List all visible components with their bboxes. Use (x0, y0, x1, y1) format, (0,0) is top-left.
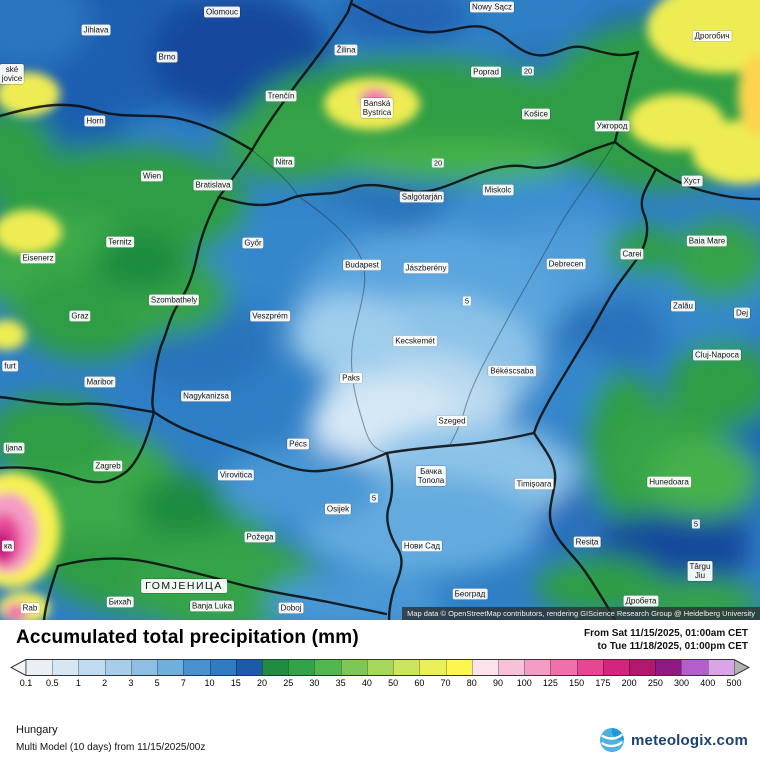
scale-cell (629, 660, 656, 675)
scale-cell (104, 660, 131, 675)
legend-title: Accumulated total precipitation (mm) (16, 627, 359, 648)
scale-cell (209, 660, 236, 675)
scale-tick-label: 60 (414, 678, 425, 688)
scale-tick-label: 35 (335, 678, 346, 688)
scale-cell (366, 660, 394, 675)
scale-cell (471, 660, 498, 675)
scale-cell (78, 660, 105, 675)
scale-ticks: 0.1 0.5 1 2 3 5 7 10 15 20 25 30 35 40 50 60 70 80 90 100 12… (20, 678, 742, 690)
scale-tick-label: 20 (256, 678, 268, 688)
scale-arrow-low (10, 659, 26, 676)
scale-tick-label: 150 (569, 678, 585, 688)
precipitation-map: ské jovice Jihlava Olomouc Nowy Sącz Дрогоби… (0, 0, 760, 620)
scale-tick-label: 40 (361, 678, 372, 688)
scale-cell (52, 660, 79, 675)
forecast-period: From Sat 11/15/2025, 01:00am CET to Tue … (584, 627, 750, 653)
map-attribution: Map data © OpenStreetMap contributors, r… (402, 607, 760, 620)
scale-cell (314, 660, 341, 675)
scale-cell (261, 660, 289, 675)
scale-cell (497, 660, 525, 675)
scale-tick-label: 10 (204, 678, 215, 688)
model-info: Multi Model (10 days) from 11/15/2025/00… (16, 742, 206, 753)
scale-arrow-high (734, 659, 750, 676)
scale-tick-label: 15 (230, 678, 241, 688)
legend-panel: Accumulated total precipitation (mm) Fro… (0, 620, 760, 760)
logo-text: meteologix.com (631, 731, 748, 749)
scale-cell (576, 660, 603, 675)
scale-tick-label: 80 (466, 678, 477, 688)
meteologix-logo-icon (600, 728, 624, 752)
scale-tick-label: 5 (154, 678, 160, 688)
scale-cell (550, 660, 577, 675)
period-from: From Sat 11/15/2025, 01:00am CET (584, 628, 748, 639)
scale-tick-label: 50 (388, 678, 399, 688)
scale-tick-label: 1 (75, 678, 81, 688)
scale-cell (183, 660, 210, 675)
scale-cell (524, 660, 551, 675)
scale-cell (445, 660, 472, 675)
region-name: Hungary (16, 724, 58, 736)
scale-tick-label: 2 (102, 678, 108, 688)
scale-tick-label: 25 (283, 678, 294, 688)
scale-cell (419, 660, 446, 675)
scale-cell (655, 660, 682, 675)
scale-tick-label: 500 (726, 678, 742, 688)
scale-tick-label: 0.1 (19, 678, 33, 688)
scale-tick-label: 250 (647, 678, 663, 688)
scale-cells (26, 659, 734, 676)
scale-tick-label: 125 (542, 678, 558, 688)
scale-cell (130, 660, 158, 675)
period-to: to Tue 11/18/2025, 01:00pm CET (597, 641, 748, 652)
model-block: Hungary Multi Model (10 days) from 11/15… (10, 724, 205, 753)
scale-cell (288, 660, 315, 675)
scale-tick-label: 90 (492, 678, 504, 688)
scale-cell (602, 660, 630, 675)
scale-cell (26, 660, 53, 675)
scale-tick-label: 3 (128, 678, 134, 688)
scale-cell (681, 660, 708, 675)
scale-cell (393, 660, 420, 675)
scale-tick-label: 100 (516, 678, 532, 688)
scale-cell (340, 660, 367, 675)
scale-tick-label: 30 (309, 678, 320, 688)
scale-tick-label: 175 (595, 678, 611, 688)
scale-tick-label: 400 (700, 678, 716, 688)
scale-tick-label: 200 (621, 678, 637, 688)
scale-tick-label: 7 (180, 678, 186, 688)
scale-cell (235, 660, 262, 675)
scale-tick-label: 70 (440, 678, 451, 688)
precipitation-field-svg (0, 0, 760, 620)
scale-cell (157, 660, 184, 675)
scale-tick-label: 300 (674, 678, 690, 688)
meteologix-logo[interactable]: meteologix.com (599, 727, 748, 753)
scale-tick-label: 0.5 (45, 678, 59, 688)
scale-cell (707, 660, 734, 675)
color-scale: 0.1 0.5 1 2 3 5 7 10 15 20 25 30 35 40 50 60 70 80 90 100 12… (10, 659, 750, 690)
